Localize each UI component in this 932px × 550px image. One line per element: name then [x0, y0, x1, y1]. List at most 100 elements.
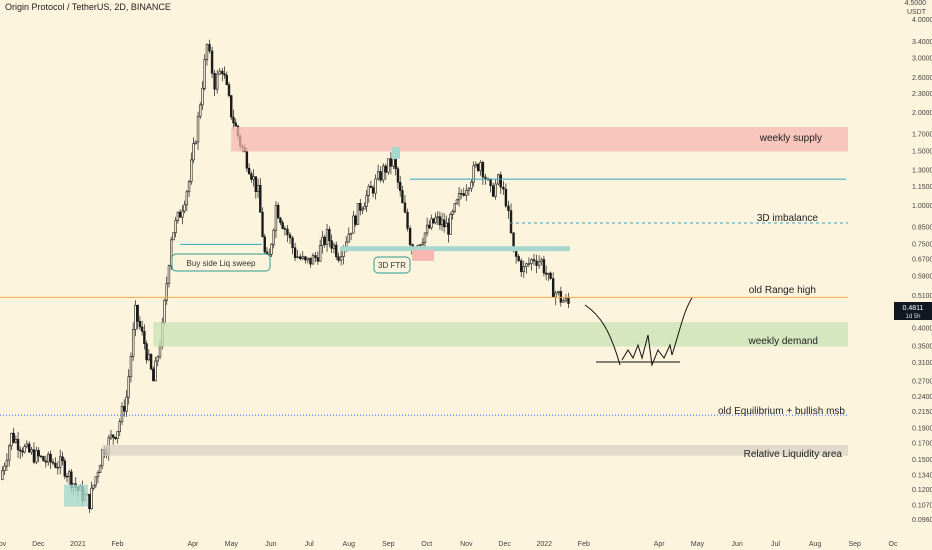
imbalance-label: 3D imbalance	[757, 213, 819, 224]
candle-body	[423, 232, 427, 243]
candle-body	[256, 185, 260, 192]
x-tick-label: Jul	[771, 541, 780, 548]
candle-body	[201, 88, 204, 106]
x-tick-label: Feb	[112, 541, 124, 548]
candle-body	[438, 216, 442, 226]
candle-body	[149, 354, 153, 370]
candle-body	[293, 247, 297, 258]
candle-body	[551, 278, 555, 298]
candle-body	[430, 218, 433, 229]
candle-body	[274, 205, 278, 231]
y-tick-label: 1.7000	[912, 132, 932, 139]
y-tick-label: 0.0960	[912, 517, 932, 524]
candle-body	[389, 158, 393, 167]
candle-body	[476, 163, 480, 172]
candle-body	[14, 438, 18, 443]
candle-body	[223, 73, 226, 76]
x-tick-label: Oc	[889, 541, 898, 548]
candle-body	[125, 396, 128, 412]
candle-body	[384, 165, 388, 173]
y-tick-label: 0.2400	[912, 394, 932, 401]
candle-body	[371, 187, 375, 194]
candle-body	[111, 434, 115, 438]
y-tick-label: 0.5100	[912, 293, 932, 300]
y-tick-label: 1.5000	[912, 148, 932, 155]
candle-body	[323, 236, 326, 245]
candle-body	[321, 236, 324, 246]
x-tick-label: 2022	[536, 541, 552, 548]
candle-body	[194, 141, 197, 144]
candle-body	[455, 199, 459, 205]
zone-2	[102, 444, 849, 456]
y-tick-label: 0.3500	[912, 344, 932, 351]
candle-body	[21, 450, 24, 453]
candle-body	[442, 219, 446, 228]
candle-body	[67, 471, 71, 477]
candle-body	[215, 73, 219, 90]
y-tick-label: 0.4000	[912, 326, 932, 333]
candle-body	[272, 229, 275, 245]
equilibrium-label: old Equilibrium + bullish msb	[718, 406, 845, 417]
candle-body	[494, 183, 497, 197]
candle-body	[421, 242, 425, 245]
candle-body	[406, 212, 409, 229]
candle-body	[335, 244, 338, 258]
candle-body	[23, 446, 26, 453]
candle-body	[472, 165, 475, 183]
projection-up	[671, 297, 693, 356]
x-tick-label: Apr	[187, 541, 199, 548]
candle-body	[59, 456, 62, 468]
candle-body	[374, 178, 377, 194]
candle-body	[337, 256, 340, 261]
imbalance-bar	[340, 246, 570, 252]
candle-body	[432, 218, 435, 224]
y-tick-label: 0.5900	[912, 274, 932, 281]
candle-body	[316, 257, 320, 262]
x-tick-label: Nov	[0, 541, 7, 548]
candle-body	[169, 239, 173, 267]
candle-body	[203, 59, 206, 89]
candle-body	[138, 321, 142, 328]
candle-body	[403, 202, 407, 213]
candle-body	[359, 203, 362, 211]
candle-body	[365, 195, 368, 207]
candle-body	[261, 211, 264, 238]
candle-body	[276, 205, 280, 219]
candle-body	[457, 193, 461, 201]
projection-down	[584, 304, 621, 366]
candle-body	[489, 178, 492, 186]
candle-body	[205, 44, 209, 61]
candle-body	[419, 244, 422, 246]
candle-body	[296, 256, 299, 258]
candle-body	[398, 182, 402, 191]
candle-body	[339, 256, 343, 261]
candle-body	[509, 210, 513, 234]
candle-body	[328, 229, 331, 242]
y-axis[interactable]: 4.0000 3.4000 3.0000 2.6000 2.3000 2.0000 1.70…	[912, 17, 932, 524]
candle-body	[185, 191, 189, 206]
candle-body	[92, 484, 95, 489]
candle-body	[557, 291, 560, 294]
x-tick-label: Feb	[578, 541, 590, 548]
sep-top-box	[392, 147, 400, 160]
y-tick-label: 1.0000	[912, 203, 932, 210]
x-tick-label: Dec	[498, 541, 511, 548]
x-tick-label: Apr	[654, 541, 666, 548]
candle-body	[37, 450, 40, 457]
candle-body	[114, 437, 117, 439]
candle-body	[199, 104, 202, 117]
x-axis[interactable]: Nov Dec 2021 Feb Apr May Jun Jul Aug Sep Oct Nov Dec…	[0, 541, 898, 548]
candle-body	[187, 181, 191, 193]
candle-body	[39, 455, 43, 458]
candle-body	[499, 174, 502, 188]
candle-body	[281, 222, 284, 229]
candle-body	[314, 255, 317, 258]
candle-body	[221, 70, 224, 75]
candle-body	[517, 256, 520, 261]
x-tick-label: Aug	[343, 541, 356, 548]
candle-body	[136, 304, 139, 322]
candle-body	[332, 244, 336, 249]
candle-body	[98, 465, 102, 473]
